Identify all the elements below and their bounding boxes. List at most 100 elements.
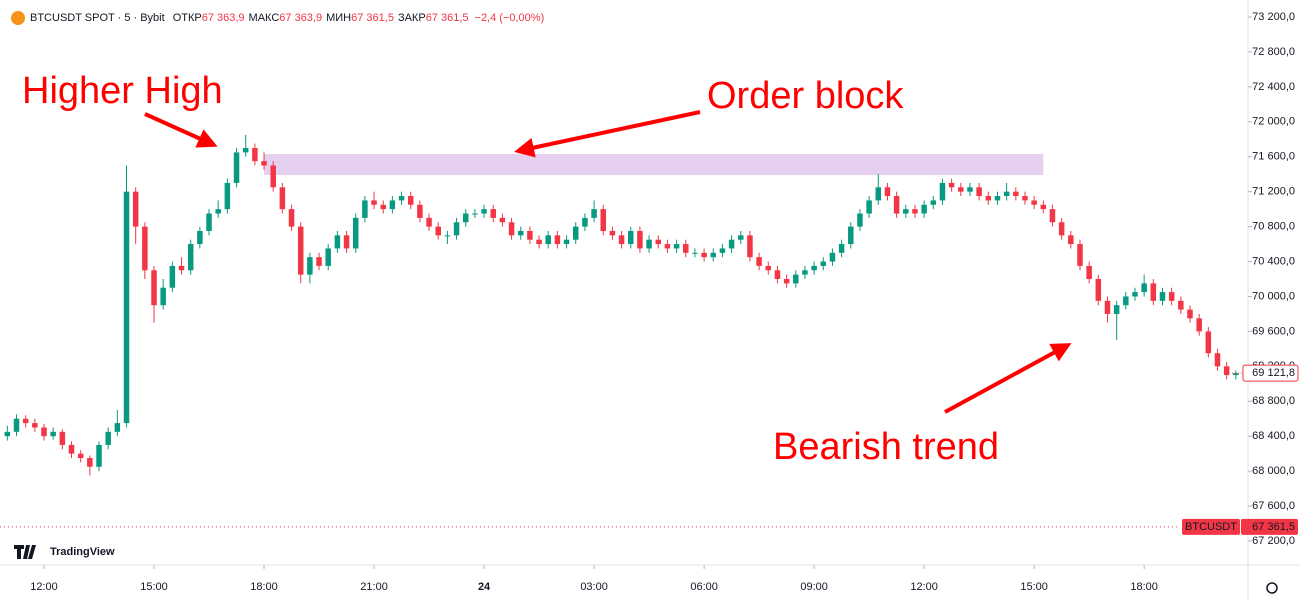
candle-body bbox=[444, 235, 451, 237]
candle-body bbox=[224, 182, 231, 210]
candle-body bbox=[1141, 283, 1147, 293]
candle-body bbox=[343, 235, 350, 249]
plot-area bbox=[4, 134, 1239, 476]
candle-body bbox=[297, 226, 304, 275]
candle-body bbox=[765, 265, 772, 271]
annotation: Higher High bbox=[22, 70, 223, 112]
candle-body bbox=[1022, 196, 1028, 201]
candle-body bbox=[472, 213, 478, 215]
x-tick-label: 12:00 bbox=[910, 581, 938, 593]
candle-body bbox=[316, 257, 322, 266]
candle-body bbox=[1132, 292, 1138, 297]
candle-body bbox=[857, 213, 863, 227]
y-tick-label: 72 800,0 bbox=[1252, 46, 1295, 58]
candle-body bbox=[848, 226, 854, 245]
candle-body bbox=[1205, 331, 1212, 354]
logo: TradingView bbox=[14, 545, 115, 559]
candle-body bbox=[1233, 373, 1239, 376]
x-tick-label: 24 bbox=[478, 581, 491, 593]
candle-body bbox=[160, 287, 166, 306]
candle-body bbox=[1049, 209, 1056, 223]
x-tick-label: 21:00 bbox=[360, 581, 388, 593]
y-tick-label: 68 000,0 bbox=[1252, 465, 1295, 477]
candle-body bbox=[426, 217, 432, 227]
candle-body bbox=[609, 230, 616, 236]
candle-body bbox=[637, 230, 643, 249]
candle-body bbox=[793, 274, 799, 284]
last-price-label: 69 121,8 bbox=[1252, 367, 1295, 379]
candle-body bbox=[1187, 309, 1193, 319]
candle-body bbox=[490, 209, 496, 218]
candle-body bbox=[719, 248, 726, 253]
candle-body bbox=[13, 418, 20, 432]
candle-body bbox=[288, 209, 295, 227]
candle-body bbox=[646, 239, 652, 249]
candle-body bbox=[976, 187, 982, 197]
candle-body bbox=[252, 148, 258, 162]
candle-body bbox=[985, 196, 992, 201]
candle-body bbox=[508, 222, 515, 236]
candle-body bbox=[32, 423, 38, 428]
candle-body bbox=[1040, 204, 1047, 210]
candle-body bbox=[692, 252, 698, 254]
ohlc-value: 67 363,9 bbox=[279, 12, 322, 24]
candle-body bbox=[783, 279, 790, 284]
candle-body bbox=[68, 444, 75, 454]
candle-body bbox=[701, 252, 707, 258]
candle-body bbox=[1196, 318, 1202, 332]
candle-body bbox=[87, 458, 93, 467]
candle-body bbox=[1168, 292, 1175, 301]
settings-icon[interactable] bbox=[1266, 582, 1278, 594]
candle-body bbox=[1031, 200, 1037, 205]
candle-body bbox=[325, 248, 331, 266]
candle-body bbox=[591, 209, 597, 218]
change: −2,4 (−0,00%) bbox=[475, 12, 545, 24]
candle-body bbox=[618, 235, 625, 245]
candle-body bbox=[50, 431, 56, 437]
y-tick-label: 70 000,0 bbox=[1252, 290, 1295, 302]
candle-body bbox=[197, 230, 203, 245]
candle-body bbox=[307, 257, 313, 275]
candle-body bbox=[151, 270, 157, 306]
logo-text: TradingView bbox=[50, 546, 115, 558]
candle-body bbox=[352, 217, 359, 249]
y-tick-label: 71 200,0 bbox=[1252, 186, 1295, 198]
candle-body bbox=[187, 244, 194, 271]
candle-body bbox=[628, 230, 634, 245]
candle-body bbox=[994, 196, 1001, 201]
candle-body bbox=[261, 161, 267, 166]
candle-body bbox=[912, 209, 918, 214]
candle-body bbox=[710, 252, 717, 258]
annotation: Bearish trend bbox=[773, 426, 999, 468]
ohlc-value: 67 361,5 bbox=[426, 12, 469, 24]
candle-body bbox=[683, 244, 689, 253]
y-tick-label: 68 400,0 bbox=[1252, 430, 1295, 442]
candle-body bbox=[22, 418, 29, 424]
arrow bbox=[514, 110, 701, 158]
candle-body bbox=[756, 257, 762, 266]
header: BTCUSDT SPOT · 5 · Bybit ОТКР67 363,9 МАКС… bbox=[30, 12, 544, 24]
candle-body bbox=[517, 230, 524, 236]
candle-body bbox=[132, 191, 139, 227]
candle-body bbox=[893, 196, 900, 214]
candle-body bbox=[1223, 366, 1230, 376]
candle-body bbox=[866, 200, 872, 214]
y-tick-label: 71 600,0 bbox=[1252, 151, 1295, 163]
candle-body bbox=[774, 270, 781, 280]
candle-body bbox=[939, 182, 946, 201]
y-tick-label: 68 800,0 bbox=[1252, 395, 1295, 407]
coin-icon bbox=[11, 11, 25, 25]
candle-body bbox=[1123, 296, 1129, 306]
candle-body bbox=[1013, 191, 1019, 197]
candle-body bbox=[1150, 283, 1157, 301]
y-tick-label: 72 000,0 bbox=[1252, 116, 1295, 128]
candle-body bbox=[820, 261, 827, 266]
symbol-tag-text: BTCUSDT bbox=[1185, 521, 1237, 533]
x-tick-label: 09:00 bbox=[800, 581, 828, 593]
candle-body bbox=[728, 239, 735, 249]
candle-body bbox=[178, 265, 185, 271]
candle-body bbox=[563, 239, 570, 245]
candle-body bbox=[1214, 353, 1221, 367]
candle-body bbox=[1095, 279, 1102, 301]
